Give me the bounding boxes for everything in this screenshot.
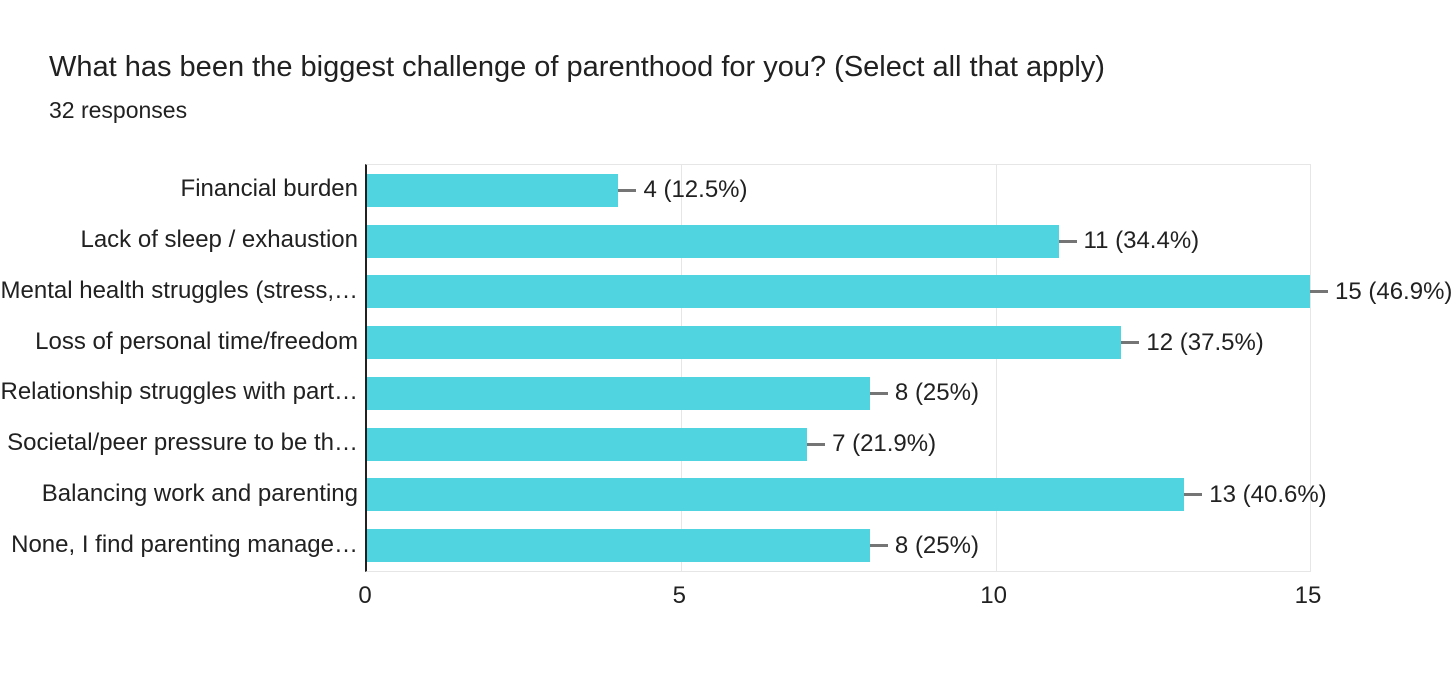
value-text: 7 (21.9%) xyxy=(832,430,937,458)
leader-line xyxy=(618,188,637,192)
leader-line xyxy=(1058,239,1077,243)
response-count: 32 responses xyxy=(49,97,188,123)
bar-row-1 xyxy=(367,224,1059,258)
category-label: None, I find parenting manage… xyxy=(11,530,358,558)
category-label: Mental health struggles (stress,… xyxy=(0,276,358,304)
bar-row-6 xyxy=(367,478,1185,512)
bar-row-7 xyxy=(367,529,870,563)
value-text: 8 (25%) xyxy=(894,379,979,407)
bar-row-0 xyxy=(367,173,619,207)
x-tick-label-0: 0 xyxy=(358,582,372,609)
x-tick-label-5: 5 xyxy=(672,582,687,609)
leader-line xyxy=(1184,493,1203,497)
gridline-10 xyxy=(995,165,997,571)
value-text: 12 (37.5%) xyxy=(1146,328,1264,356)
category-label: Relationship struggles with part… xyxy=(0,378,358,406)
gridline-15 xyxy=(1310,165,1311,571)
bar-row-4 xyxy=(367,376,870,410)
gridline-5 xyxy=(681,165,683,571)
plot-area: 4 (12.5%) 11 (34.4%) 15 (46.9%) 12 (37.5%) 8… xyxy=(365,164,1452,572)
value-label: 8 (25%) xyxy=(869,531,979,560)
value-text: 4 (12.5%) xyxy=(643,176,748,204)
bar-row-2 xyxy=(367,275,1310,309)
x-tick-label-15: 15 xyxy=(1294,582,1322,609)
category-label: Loss of personal time/freedom xyxy=(35,327,358,355)
leader-line xyxy=(807,442,826,446)
value-label: 8 (25%) xyxy=(869,379,979,407)
value-label: 12 (37.5%) xyxy=(1121,328,1264,357)
category-label: Lack of sleep / exhaustion xyxy=(80,226,358,254)
question-title: What has been the biggest challenge of p… xyxy=(49,51,1105,83)
value-label: 13 (40.6%) xyxy=(1184,480,1327,509)
value-label: 7 (21.9%) xyxy=(807,430,936,458)
category-label: Financial burden xyxy=(180,175,358,203)
value-text: 11 (34.4%) xyxy=(1083,227,1200,255)
x-tick-label-10: 10 xyxy=(980,582,1008,609)
category-label: Balancing work and parenting xyxy=(41,479,358,507)
leader-line xyxy=(869,544,888,548)
bar-row-5 xyxy=(367,427,808,461)
x-axis: 0 5 10 15 xyxy=(358,570,1321,620)
category-axis: Financial burden Lack of sleep / exhausti… xyxy=(0,164,358,570)
bar-chart: Financial burden Lack of sleep / exhausti… xyxy=(0,164,1456,634)
leader-line xyxy=(1121,341,1140,345)
leader-line xyxy=(1310,290,1328,294)
value-label: 15 (46.9%) xyxy=(1310,278,1452,306)
value-label: 4 (12.5%) xyxy=(618,176,748,204)
value-label: 11 (34.4%) xyxy=(1058,227,1200,255)
bar-row-3 xyxy=(367,326,1122,360)
leader-line xyxy=(869,391,888,395)
value-text: 13 (40.6%) xyxy=(1209,480,1327,508)
value-text: 15 (46.9%) xyxy=(1335,277,1453,305)
value-text: 8 (25%) xyxy=(894,531,979,559)
category-label: Societal/peer pressure to be th… xyxy=(7,429,358,457)
